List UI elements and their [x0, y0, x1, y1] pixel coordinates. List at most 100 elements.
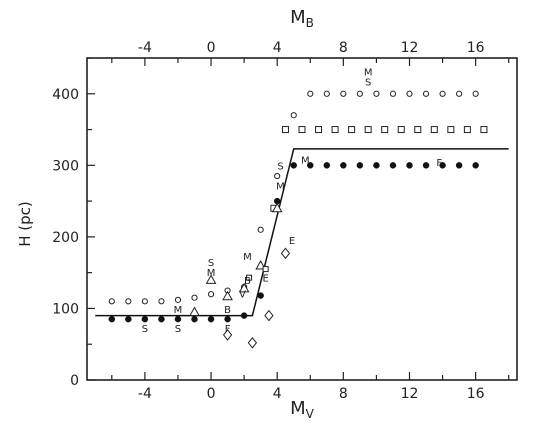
x-axis-label-sub: V [306, 407, 315, 421]
square-point [447, 126, 455, 134]
filled-circle-point [422, 162, 430, 169]
top-tick-label: 16 [467, 40, 485, 56]
square-point [480, 126, 488, 134]
triangle-point [271, 202, 283, 213]
filled-circle-point [108, 315, 116, 323]
y-tick-label: 200 [52, 230, 79, 246]
square-point [364, 126, 372, 134]
top-tick-label: 0 [207, 40, 216, 56]
square-point [331, 126, 339, 134]
open-circle-point [191, 294, 198, 301]
filled-circle-point [455, 162, 463, 169]
x-tick-label: 12 [401, 386, 419, 402]
point-letter-label: V [239, 289, 246, 300]
filled-circle-point [240, 312, 248, 319]
top-axis-label-main: M [290, 7, 306, 28]
x-tick-label: -4 [138, 386, 152, 402]
filled-circle-point [207, 315, 215, 323]
top-tick-label: -4 [138, 40, 152, 56]
x-tick-label: 4 [273, 386, 282, 402]
y-axis-label: H (pc) [16, 201, 34, 247]
open-circle-point [472, 90, 479, 97]
filled-circle-point [158, 315, 165, 323]
point-letter-label: M [174, 305, 183, 316]
x-tick-label: 16 [467, 386, 485, 402]
triangle-point [189, 306, 200, 317]
open-circle-point [290, 112, 297, 119]
filled-circle-point [356, 162, 364, 169]
square-point [298, 126, 306, 134]
triangle-point [222, 290, 233, 301]
x-tick-label: 8 [339, 386, 348, 402]
square-point [397, 126, 405, 134]
top-tick-label: 8 [339, 40, 348, 56]
filled-circle-point [141, 315, 149, 323]
point-letter-label: S [142, 324, 148, 335]
triangle-point [238, 282, 250, 293]
x-axis-ticks: -4 0 4 8 12 16 [111, 372, 510, 402]
open-circle-point [323, 90, 330, 97]
filled-circle-point [191, 315, 198, 323]
filled-circle-point [307, 162, 314, 169]
top-axis-label-sub: B [306, 16, 314, 30]
open-circle-point [307, 90, 314, 97]
point-letter-label: S [208, 258, 214, 269]
point-letter-label: B [224, 305, 231, 316]
square-point [281, 126, 289, 134]
top-axis-label: MB [290, 7, 314, 30]
filled-circle-point [373, 162, 380, 169]
open-circle-point [257, 226, 264, 233]
x-axis-label: MV [290, 398, 315, 421]
point-letter-label: S [365, 78, 371, 89]
diamond-point [222, 329, 233, 341]
filled-circle-point [406, 162, 413, 169]
diamond-point [247, 336, 258, 349]
x-axis-label-main: M [290, 398, 306, 419]
top-tick-label: 12 [401, 40, 419, 56]
point-letter-label: B [244, 276, 251, 287]
point-letter-label: S [277, 161, 283, 172]
open-circle-point [389, 90, 397, 97]
point-letter-label: E [262, 274, 268, 285]
square-point [348, 126, 356, 134]
filled-circle-point [290, 162, 297, 169]
point-letter-label: M [364, 68, 373, 79]
fit-line-layer [95, 148, 509, 317]
point-letter-label: E [289, 236, 295, 247]
plot-frame [86, 57, 518, 381]
open-circle-point [456, 90, 463, 97]
open-circle-point [125, 298, 132, 305]
open-circle-point [207, 291, 215, 298]
filled-circle-point [389, 162, 397, 169]
square-point [430, 126, 438, 134]
top-axis-ticks: -4 0 4 8 12 16 [111, 40, 510, 66]
point-letter-label: F [225, 324, 231, 335]
point-letter-label: F [436, 158, 442, 169]
square-point [381, 126, 389, 134]
open-circle-point [406, 90, 413, 97]
diamond-point [264, 309, 274, 322]
open-circle-point [373, 90, 380, 97]
y-axis-ticks: 0 100 200 300 400 [52, 57, 95, 389]
open-circle-point [422, 90, 430, 97]
open-circle-point [158, 298, 165, 305]
square-point [315, 126, 323, 134]
open-circle-point [174, 296, 182, 303]
filled-circle-point [257, 292, 264, 299]
y-tick-label: 0 [70, 373, 79, 389]
open-circle-point [274, 172, 281, 180]
point-letter-label: S [175, 324, 181, 335]
y-tick-label: 300 [52, 158, 79, 174]
filled-circle-point [323, 162, 331, 169]
filled-circle-point [224, 315, 231, 323]
small-square-point [246, 274, 253, 281]
y-tick-label: 400 [52, 87, 79, 103]
point-letter-label: M [276, 181, 285, 192]
open-circle-point [141, 298, 148, 305]
fit-line [95, 148, 509, 317]
data-points-layer [108, 90, 488, 349]
x-tick-label: 0 [207, 386, 216, 402]
open-circle-point [108, 298, 115, 305]
open-circle-point [340, 90, 347, 97]
